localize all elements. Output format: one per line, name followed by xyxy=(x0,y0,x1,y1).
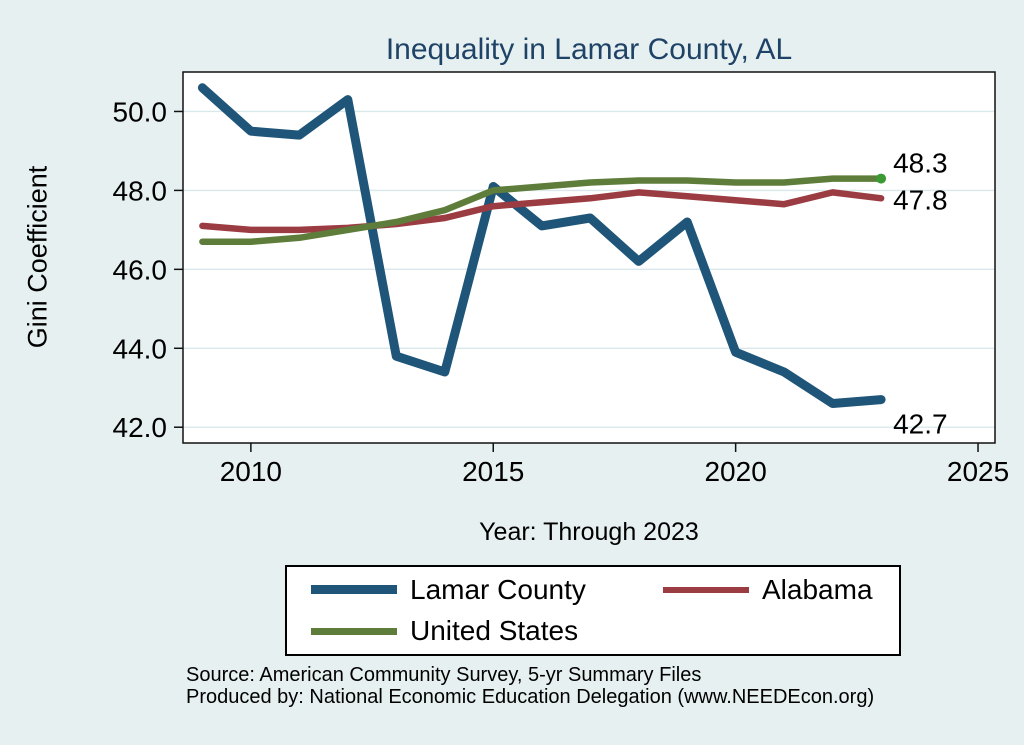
series-line-alabama xyxy=(199,189,885,234)
y-tick-label: 50.0 xyxy=(113,96,168,127)
series-line-lamar-county xyxy=(197,83,886,408)
source-note: Source: American Community Survey, 5-yr … xyxy=(186,664,874,708)
x-tick-label: 2020 xyxy=(704,456,766,487)
lamar-county-line-swatch xyxy=(311,585,397,595)
series-end-marker-united-states xyxy=(876,173,887,184)
legend-item-united-states: United States xyxy=(311,615,663,647)
legend-item-lamar-county: Lamar County xyxy=(311,574,663,606)
y-tick-label: 46.0 xyxy=(113,254,168,285)
legend-label-alabama: Alabama xyxy=(762,573,873,605)
alabama-line-swatch xyxy=(663,586,749,593)
x-tick-label: 2015 xyxy=(462,456,524,487)
x-tick-label: 2025 xyxy=(947,456,1009,487)
y-tick-label: 44.0 xyxy=(113,333,168,364)
legend-label-lamar-county: Lamar County xyxy=(410,573,586,605)
chart-legend: Lamar County Alabama United States xyxy=(285,565,901,656)
produced-by-line: Produced by: National Economic Education… xyxy=(186,686,875,708)
y-tick-label: 48.0 xyxy=(113,175,168,206)
x-tick-label: 2010 xyxy=(220,456,282,487)
plot-area xyxy=(183,72,995,443)
end-value-label-united-states: 48.3 xyxy=(893,148,948,179)
y-tick-label: 42.0 xyxy=(113,412,168,443)
source-line: Source: American Community Survey, 5-yr … xyxy=(186,664,702,686)
united-states-line-swatch xyxy=(311,628,397,635)
plot-border xyxy=(182,71,996,444)
series-line-united-states xyxy=(199,175,885,245)
x-axis-title: Year: Through 2023 xyxy=(479,518,699,546)
end-value-label-alabama: 47.8 xyxy=(893,184,948,215)
end-value-label-lamar-county: 42.7 xyxy=(893,409,948,440)
chart-title: Inequality in Lamar County, AL xyxy=(385,33,793,66)
legend-label-united-states: United States xyxy=(410,615,579,647)
legend-item-alabama: Alabama xyxy=(663,574,899,606)
